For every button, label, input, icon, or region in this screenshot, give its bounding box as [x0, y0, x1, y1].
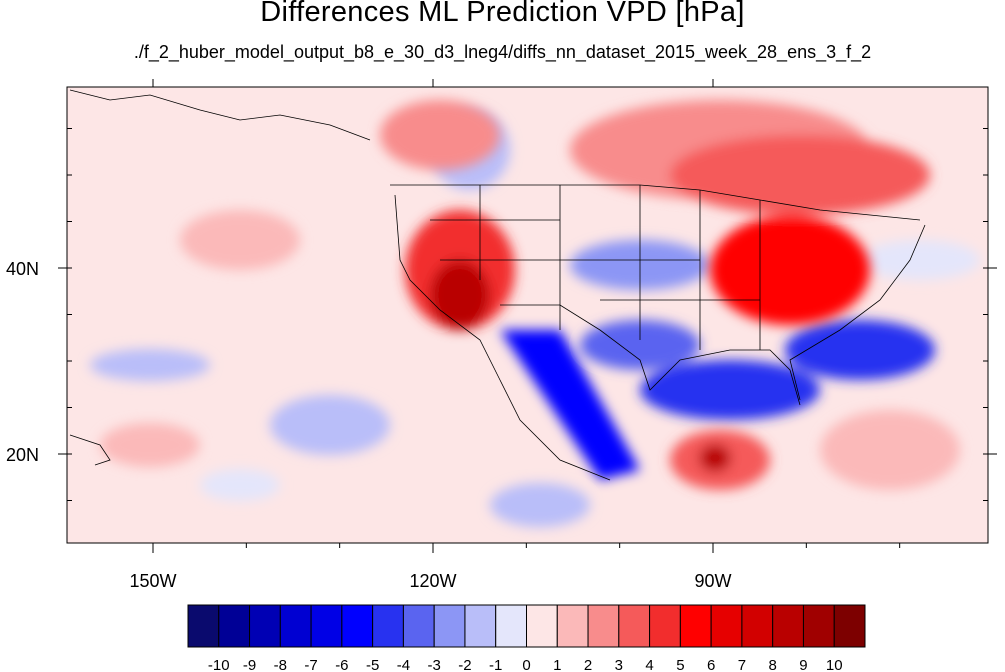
y-tick-label: 40N — [6, 259, 39, 279]
colorbar-swatch — [710, 604, 743, 648]
colorbar-label: -2 — [458, 657, 471, 672]
colorbar-swatch — [249, 604, 281, 648]
map-title: Differences ML Prediction VPD [hPa] — [260, 0, 745, 28]
colorbar-swatch — [526, 604, 558, 648]
colorbar-label: 9 — [799, 657, 807, 672]
vpd-difference-field — [67, 87, 988, 543]
colorbar-label: -1 — [489, 657, 502, 672]
colorbar: -10 -9 -8 -7 -6 -5 -4 -3 -2 -1 0 1 2 3 4 5 6 7 8 9 10 — [187, 604, 866, 672]
colorbar-label: 0 — [522, 657, 530, 672]
colorbar-label: -6 — [335, 657, 348, 672]
colorbar-swatch — [495, 604, 527, 648]
colorbar-swatch — [310, 604, 343, 648]
colorbar-label: 7 — [738, 657, 746, 672]
x-tick-label: 90W — [694, 571, 731, 591]
map-subtitle: ./f_2_huber_model_output_b8_e_30_d3_lneg… — [133, 42, 872, 62]
colorbar-swatch — [802, 604, 835, 648]
colorbar-label: 2 — [584, 657, 592, 672]
colorbar-swatch — [372, 604, 404, 648]
colorbar-label: 6 — [707, 657, 715, 672]
x-tick-label: 120W — [409, 571, 456, 591]
colorbar-label: -10 — [208, 657, 230, 672]
colorbar-swatch — [556, 604, 589, 648]
coastlines-and-borders — [69, 89, 926, 481]
colorbar-swatch — [679, 604, 712, 648]
colorbar-swatch — [649, 604, 681, 648]
colorbar-swatch — [341, 604, 374, 648]
y-tick-label: 20N — [6, 445, 39, 465]
colorbar-swatch — [464, 604, 497, 648]
colorbar-label: 4 — [645, 657, 653, 672]
colorbar-label: 8 — [769, 657, 777, 672]
colorbar-label: -8 — [274, 657, 287, 672]
map-ticks: 150W 120W 90W 40N 20N — [6, 79, 997, 591]
x-tick-label: 150W — [129, 571, 176, 591]
colorbar-swatch — [741, 604, 774, 648]
colorbar-swatch — [433, 604, 466, 648]
colorbar-swatch — [772, 604, 804, 648]
colorbar-label: 10 — [826, 657, 843, 672]
colorbar-label: -7 — [304, 657, 317, 672]
colorbar-swatch — [833, 604, 866, 648]
colorbar-label: -5 — [366, 657, 379, 672]
colorbar-label: -3 — [428, 657, 441, 672]
positive-anomaly-regions — [100, 100, 960, 490]
colorbar-swatch — [587, 604, 620, 648]
colorbar-label: 1 — [553, 657, 561, 672]
colorbar-swatch — [218, 604, 251, 648]
colorbar-label: 3 — [615, 657, 623, 672]
colorbar-swatch — [402, 604, 435, 648]
colorbar-swatch — [279, 604, 312, 648]
colorbar-swatch — [187, 604, 220, 648]
colorbar-label: 5 — [676, 657, 684, 672]
colorbar-swatch — [618, 604, 651, 648]
colorbar-label: -4 — [397, 657, 410, 672]
colorbar-label: -9 — [243, 657, 256, 672]
